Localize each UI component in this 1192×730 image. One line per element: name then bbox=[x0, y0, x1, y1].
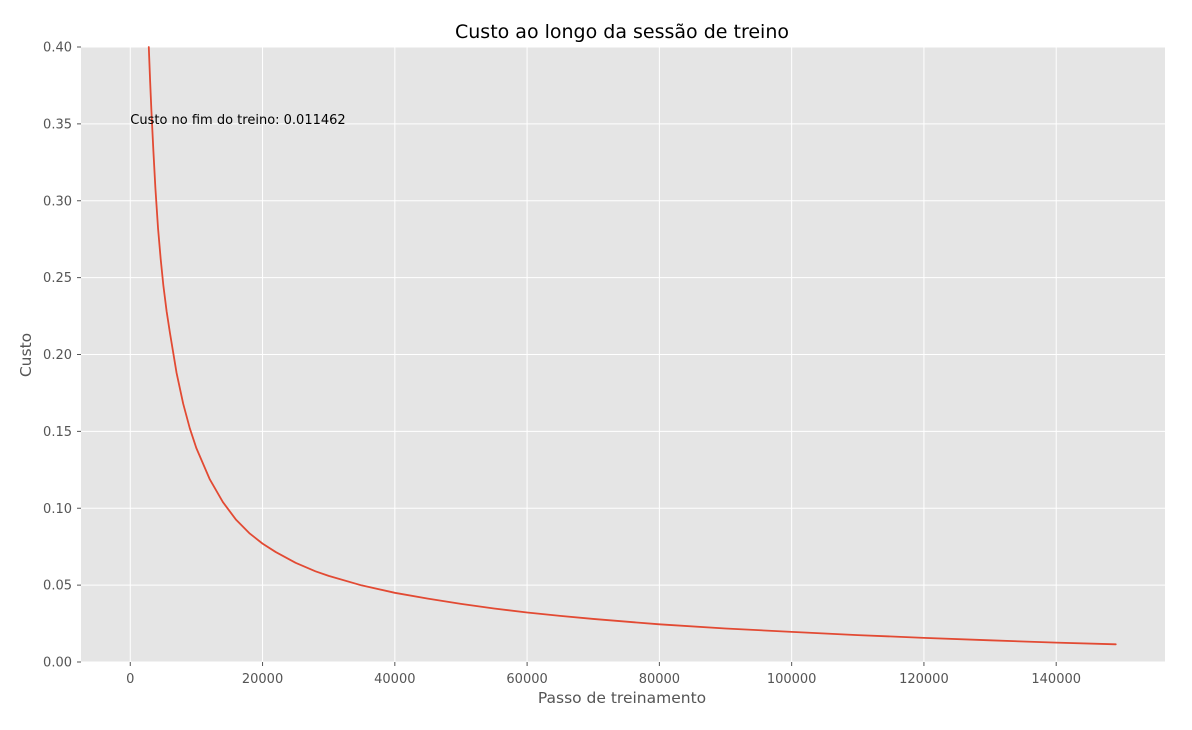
x-tick-label: 40000 bbox=[374, 672, 415, 687]
y-tick-label: 0.00 bbox=[43, 656, 72, 671]
x-tick-label: 140000 bbox=[1031, 672, 1081, 687]
y-tick-label: 0.15 bbox=[43, 425, 72, 440]
y-tick-label: 0.40 bbox=[43, 41, 72, 56]
x-tick-label: 0 bbox=[126, 672, 134, 687]
y-gridlines bbox=[81, 46, 1165, 663]
y-axis-ticks: 0.00 0.05 0.10 0.15 0.20 0.25 0.30 0.35 0.40 bbox=[43, 41, 81, 671]
y-axis-title: Custo bbox=[17, 333, 35, 377]
chart-title: Custo ao longo da sessão de treino bbox=[455, 21, 789, 43]
x-tick-label: 20000 bbox=[242, 672, 283, 687]
annotation-final-cost: Custo no fim do treino: 0.011462 bbox=[130, 113, 345, 128]
y-tick-label: 0.35 bbox=[43, 117, 72, 132]
y-tick-label: 0.05 bbox=[43, 579, 72, 594]
y-tick-label: 0.25 bbox=[43, 271, 72, 286]
x-tick-label: 80000 bbox=[639, 672, 680, 687]
x-axis-ticks: 0 20000 40000 60000 80000 100000 120000 140000 bbox=[126, 662, 1081, 687]
y-tick-label: 0.20 bbox=[43, 348, 72, 363]
y-tick-label: 0.10 bbox=[43, 502, 72, 517]
cost-series-line bbox=[147, 46, 1117, 646]
x-tick-label: 120000 bbox=[899, 672, 949, 687]
y-tick-label: 0.30 bbox=[43, 194, 72, 209]
x-axis-title: Passo de treinamento bbox=[538, 689, 706, 707]
x-tick-label: 100000 bbox=[767, 672, 817, 687]
x-tick-label: 60000 bbox=[506, 672, 547, 687]
series-layer bbox=[147, 46, 1117, 646]
